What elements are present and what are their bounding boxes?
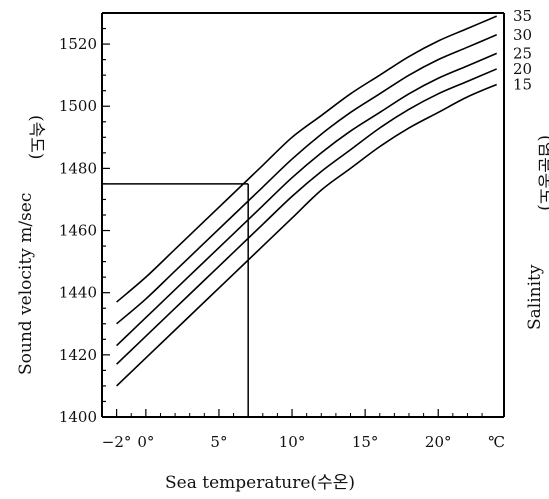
salinity-line-25 [116, 52, 498, 347]
salinity-label-25: 25 [513, 44, 532, 62]
x-tick-label: 20° [425, 433, 452, 451]
salinity-label-30: 30 [513, 26, 532, 44]
x-tick-label: 0° [137, 433, 154, 451]
x-tick-label: ℃ [488, 433, 505, 451]
x-tick-label: 10° [279, 433, 306, 451]
x-axis-title: Sea temperature(수온) [165, 473, 355, 493]
annotation-lines [102, 183, 249, 417]
x-tick-label: 15° [352, 433, 379, 451]
y-tick-label: 1480 [59, 159, 97, 177]
y-tick-label: 1420 [59, 346, 97, 364]
y-ticks: 1400 1420 1440 1460 1480 1500 1520 [59, 12, 110, 426]
y-tick-label: 1500 [59, 97, 97, 115]
y-axis-title: Sound velocity m/sec [16, 193, 36, 375]
y-tick-label: 1520 [59, 35, 97, 53]
y-tick-label: 1440 [59, 284, 97, 302]
plot-area: 1400 1420 1440 1460 1480 1500 1520 −2° 0° 5° 10° 1… [59, 7, 532, 451]
x-tick-label: 5° [210, 433, 227, 451]
salinity-label-15: 15 [513, 75, 532, 93]
salinity-line-30 [116, 34, 498, 325]
salinity-label-35: 35 [513, 7, 532, 25]
salinity-line-15 [116, 83, 498, 387]
y-axis-title-korean: (속도) [26, 115, 46, 160]
y2-axis-title: Salinity [525, 264, 545, 330]
salinity-line-20 [116, 68, 498, 365]
y2-axis-title-korean: (염분농도) [535, 135, 549, 211]
salinity-line-35 [116, 15, 498, 303]
y-tick-label: 1400 [59, 408, 97, 426]
series-lines [116, 15, 498, 387]
salinity-label-20: 20 [513, 60, 532, 78]
y-tick-label: 1460 [59, 222, 97, 240]
x-tick-label: −2° [102, 433, 132, 451]
x-ticks: −2° 0° 5° 10° 15° 20° ℃ [102, 409, 505, 451]
